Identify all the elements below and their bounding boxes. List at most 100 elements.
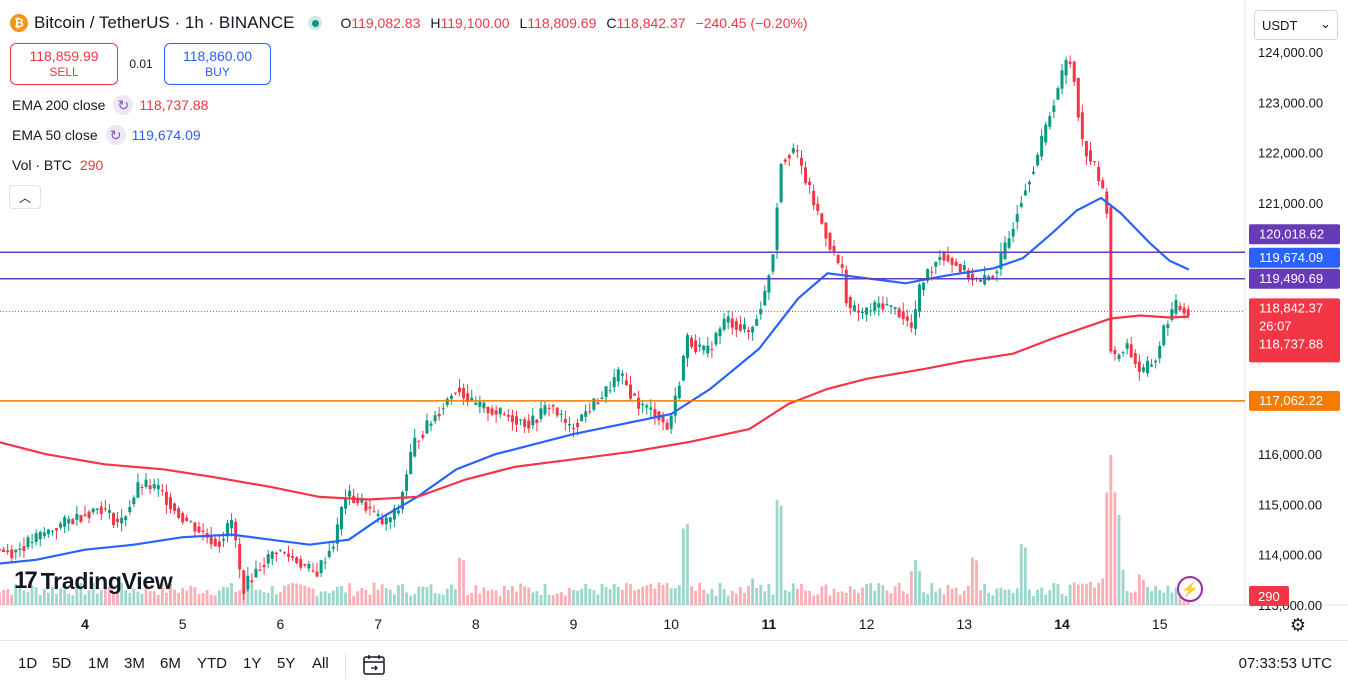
candle (197, 526, 201, 533)
volume-bar (1089, 581, 1092, 605)
volume-bar (140, 593, 144, 605)
volume-bar (340, 586, 343, 605)
volume-bar (555, 593, 559, 605)
candle (1084, 141, 1088, 157)
range-3m[interactable]: 3M (124, 655, 145, 672)
candle (624, 380, 628, 386)
candle (751, 326, 755, 333)
candle (246, 575, 250, 590)
range-1y[interactable]: 1Y (243, 655, 262, 672)
candle (1056, 88, 1060, 100)
calendar-range-icon[interactable] (362, 653, 386, 677)
candle (111, 513, 115, 526)
candle (535, 419, 539, 424)
candle (742, 324, 746, 330)
candle (950, 257, 954, 265)
range-5y[interactable]: 5Y (277, 655, 296, 672)
volume-bar (1101, 578, 1105, 605)
indicator-ema50[interactable]: EMA 50 close ↻ 119,674.09 (12, 125, 201, 145)
volume-bar (1023, 547, 1027, 605)
volume-bar (185, 590, 189, 605)
range-ytd[interactable]: YTD (197, 655, 227, 672)
volume-bar (67, 593, 71, 605)
candle (824, 222, 828, 239)
collapse-legend-button[interactable]: ︿ (9, 185, 41, 209)
volume-bar (869, 583, 873, 605)
candle (999, 251, 1003, 270)
candle (401, 492, 405, 510)
volume-bar (865, 584, 868, 605)
volume-bar (755, 587, 759, 605)
candle (311, 570, 315, 572)
candle (63, 517, 67, 527)
candle (979, 279, 983, 282)
indicator-volume[interactable]: Vol · BTC 290 (12, 157, 104, 173)
volume-bar (466, 595, 470, 605)
range-5d[interactable]: 5D (52, 655, 72, 672)
sell-button[interactable]: 118,859.99 SELL (10, 43, 118, 85)
symbol-title[interactable]: Bitcoin / TetherUS · 1h · BINANCE (34, 13, 295, 32)
candle (266, 554, 270, 564)
candle (1072, 61, 1076, 82)
hline-label-3-box (1249, 390, 1340, 411)
ema50-value: 119,674.09 (131, 127, 201, 143)
lightning-icon[interactable]: ⚡ (1177, 576, 1203, 602)
candle (295, 557, 299, 564)
candle (673, 395, 677, 416)
range-1m[interactable]: 1M (88, 655, 109, 672)
volume-bar (303, 585, 307, 605)
range-1d[interactable]: 1D (18, 655, 38, 672)
candle (763, 290, 767, 306)
volume-bar (897, 582, 901, 605)
volume-bar (87, 590, 91, 605)
candle (164, 491, 168, 505)
candle (572, 428, 575, 430)
volume-bar (1170, 592, 1174, 605)
volume-bar (177, 592, 181, 605)
candle (319, 560, 323, 574)
y-tick-label: 121,000.00 (1258, 196, 1323, 211)
volume-bar (588, 588, 592, 605)
candle (274, 552, 278, 555)
candle (531, 415, 535, 426)
indicator-ema200[interactable]: EMA 200 close ↻ 118,737.88 (12, 95, 209, 115)
volume-bar (934, 591, 938, 605)
candle (539, 408, 543, 419)
candle (498, 407, 502, 415)
price-chart[interactable]: 124,000.00 123,000.00 122,000.00 121,000.00… (0, 0, 1348, 640)
volume-bar (246, 590, 250, 605)
candle (1113, 349, 1117, 354)
gear-icon[interactable]: ⚙ (1289, 614, 1307, 635)
volume-bar (2, 590, 5, 605)
volume-bar (425, 587, 429, 605)
volume-bar (938, 588, 942, 605)
volume-bar (160, 583, 164, 605)
buy-button[interactable]: 118,860.00 BUY (164, 43, 271, 85)
currency-select[interactable]: USDT ⌄ (1254, 10, 1338, 40)
ohlc-values: O119,082.83 H119,100.00 L118,809.69 C118… (340, 15, 808, 31)
range-6m[interactable]: 6M (160, 655, 181, 672)
volume-bar (10, 594, 14, 605)
volume-bar (283, 585, 286, 605)
range-all[interactable]: All (312, 655, 329, 672)
candle (946, 254, 950, 262)
candle (677, 385, 681, 399)
candle (6, 550, 10, 553)
volume-bar (108, 586, 111, 605)
candle (262, 564, 266, 568)
volume-bar (331, 590, 335, 605)
x-tick-label: 15 (1152, 616, 1168, 632)
volume-bar (1064, 595, 1068, 605)
volume-bar (445, 588, 449, 605)
volume-bar (368, 594, 372, 605)
volume-bar (1142, 579, 1145, 605)
candle (685, 335, 689, 359)
candle (836, 254, 840, 264)
utc-clock[interactable]: 07:33:53 UTC (1238, 655, 1332, 672)
volume-bar (633, 590, 636, 605)
volume-bar (392, 594, 396, 605)
volume-bar (909, 571, 913, 605)
volume-bar (718, 583, 722, 605)
tradingview-logo[interactable]: 17 TradingView (14, 567, 173, 594)
volume-bar (356, 591, 360, 605)
